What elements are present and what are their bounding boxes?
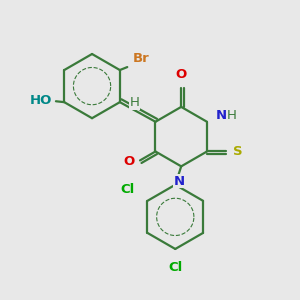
Text: H: H [226,109,236,122]
Text: H: H [130,96,140,109]
Text: S: S [233,145,242,158]
Text: N: N [174,175,185,188]
Text: O: O [176,68,187,81]
Text: N: N [215,109,226,122]
Text: Cl: Cl [121,183,135,196]
Text: O: O [123,155,135,168]
Text: Cl: Cl [168,262,182,275]
Text: HO: HO [29,94,52,107]
Text: Br: Br [132,52,149,65]
